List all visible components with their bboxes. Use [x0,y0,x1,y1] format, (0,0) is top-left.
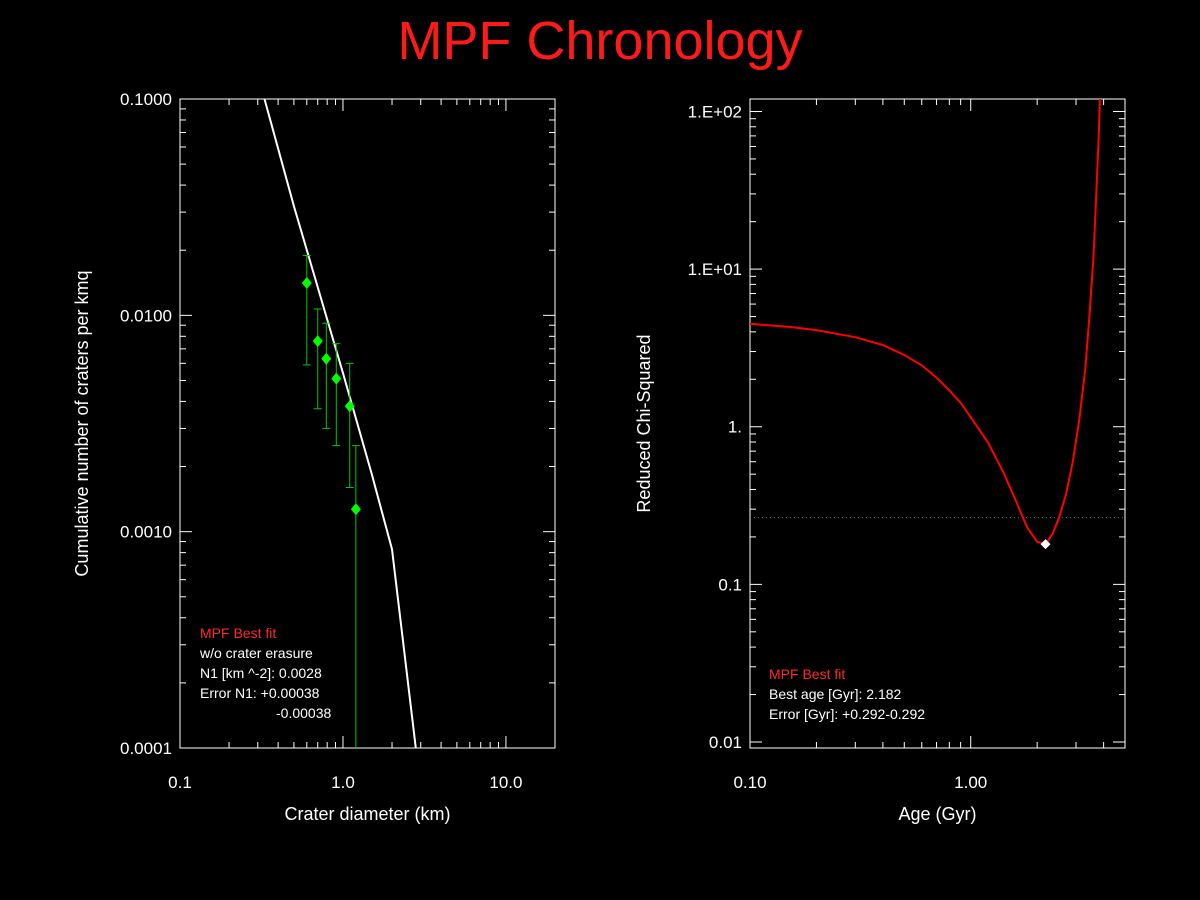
chi-squared-age-plot: 0.10 1.00 1.E+02 1.E+01 1. 0.1 0.01 Age (Gyr)… [634,98,1126,824]
right-annotation-line: Best age [Gyr]: 2.182 [769,686,902,702]
isochron-fit-curve [263,98,417,749]
right-x-axis-label: Age (Gyr) [898,804,976,824]
y-tick-label: 1. [728,418,742,437]
y-tick-label: 0.1 [718,575,742,594]
y-tick-label: 0.0010 [120,523,172,542]
left-minor-ticks [179,98,556,749]
x-tick-label: 0.1 [168,773,192,792]
crater-size-frequency-plot: 0.1 1.0 10.0 0.1000 0.0100 0.0010 0.0001 Crat… [72,90,556,824]
right-annotation-heading: MPF Best fit [769,666,845,682]
left-fit-annotation: MPF Best fit w/o crater erasure N1 [km ^… [199,625,331,721]
right-y-tick-labels: 1.E+02 1.E+01 1. 0.1 0.01 [688,102,742,752]
right-plot-frame [749,98,1126,749]
y-tick-label: 0.1000 [120,90,172,109]
left-plot-frame [179,98,556,749]
y-tick-label: 1.E+02 [688,102,742,121]
y-tick-label: 0.0100 [120,306,172,325]
left-x-axis-label: Crater diameter (km) [284,804,450,824]
data-point [350,503,361,516]
left-x-tick-labels: 0.1 1.0 10.0 [168,773,522,792]
y-tick-label: 0.01 [709,733,742,752]
right-x-tick-labels: 0.10 1.00 [733,773,987,792]
x-tick-label: 0.10 [733,773,766,792]
left-annotation-line: w/o crater erasure [199,645,313,661]
data-point [331,372,342,385]
data-point [321,352,332,365]
right-minor-ticks [749,99,1126,748]
chart-title: MPF Chronology [397,11,803,71]
data-point [344,400,355,413]
left-annotation-heading: MPF Best fit [200,625,276,641]
right-annotation-line: Error [Gyr]: +0.292-0.292 [769,706,925,722]
x-tick-label: 1.0 [331,773,355,792]
best-age-marker [1040,539,1051,550]
left-annotation-line: -0.00038 [276,705,331,721]
y-tick-label: 0.0001 [120,739,172,758]
chi-squared-curve [749,98,1101,546]
left-y-axis-label: Cumulative number of craters per kmq [72,270,92,576]
crater-data-points [301,255,361,748]
right-y-axis-label: Reduced Chi-Squared [634,334,654,512]
x-tick-label: 1.00 [954,773,987,792]
x-tick-label: 10.0 [489,773,522,792]
y-tick-label: 1.E+01 [688,260,742,279]
right-fit-annotation: MPF Best fit Best age [Gyr]: 2.182 Error… [769,666,925,722]
left-annotation-line: N1 [km ^-2]: 0.0028 [200,665,322,681]
left-annotation-line: Error N1: +0.00038 [200,685,320,701]
data-point [312,335,323,348]
left-y-tick-labels: 0.1000 0.0100 0.0010 0.0001 [120,90,172,758]
data-point [301,277,312,290]
